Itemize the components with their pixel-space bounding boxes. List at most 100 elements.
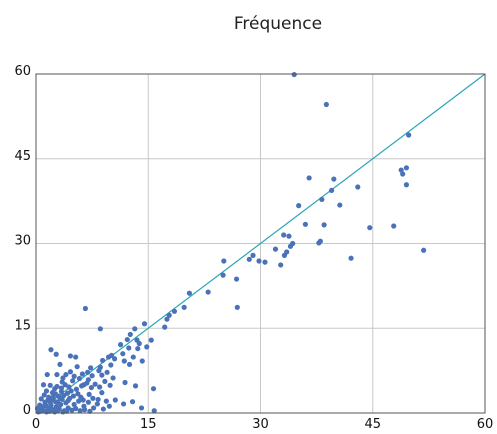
data-point [120,401,127,407]
data-point [400,171,406,177]
data-point [126,361,133,368]
data-point [79,371,85,377]
x-tick-label: 0 [32,417,40,432]
data-point [121,358,127,364]
data-point [136,340,142,347]
data-point [132,383,139,389]
data-point [85,369,91,375]
y-tick-label: 45 [14,149,31,164]
data-point [391,223,397,229]
data-point [151,408,157,414]
data-point [86,391,92,397]
data-point [104,369,110,375]
data-point [107,382,113,388]
data-point [73,405,79,412]
data-point [88,365,94,371]
data-point [57,395,63,401]
data-point [49,390,56,396]
data-point [130,354,136,360]
data-point [316,240,322,246]
data-point [328,187,335,193]
data-point [64,390,71,396]
data-point [53,351,59,357]
data-point [61,392,67,399]
data-point [88,384,94,391]
data-point [246,256,252,262]
data-point [82,407,88,413]
data-point [75,391,81,397]
data-point [100,357,106,364]
data-point [186,290,193,296]
data-point [90,395,96,401]
data-point [66,384,72,390]
data-point [117,342,124,348]
data-point [148,337,154,343]
data-point [355,184,361,190]
x-tick-label: 45 [364,417,381,432]
y-tick-label: 60 [14,64,31,79]
data-point [59,379,65,385]
data-point [319,196,325,203]
data-point [120,351,126,357]
data-point [71,401,77,408]
data-point [421,247,427,253]
data-point [82,305,88,312]
data-point [81,382,87,388]
data-point [398,167,404,173]
data-point [97,326,103,332]
data-point [141,321,148,327]
data-point [54,383,60,390]
data-point [41,392,47,398]
data-point [67,353,74,359]
data-point [205,289,211,295]
data-point [124,336,130,343]
data-point [281,252,288,258]
data-point [85,399,91,405]
data-point [287,243,294,249]
data-point [256,258,262,264]
chart-title: Fréquence [234,14,322,34]
data-point [60,375,66,381]
data-point [92,381,98,387]
data-point [89,373,95,379]
data-point [40,382,47,388]
data-point [272,246,279,252]
data-point [57,361,63,368]
data-point [76,398,82,404]
data-point [403,182,410,188]
data-point [250,252,256,258]
data-point [281,232,287,238]
data-point [73,354,79,360]
data-point [105,354,112,360]
data-point [70,393,77,399]
data-point [181,304,187,310]
data-point [68,388,74,394]
data-point [111,356,118,362]
data-point [306,175,312,181]
data-point [302,221,308,227]
data-point [99,372,105,378]
data-point [135,345,141,352]
data-point [321,222,327,228]
data-point [129,399,136,405]
data-point [406,132,412,138]
data-point [73,386,80,392]
x-tick-label: 60 [477,417,494,432]
data-point [80,397,86,403]
data-point [58,385,65,391]
data-point [100,406,106,412]
data-point [65,397,71,404]
data-point [58,401,64,408]
data-point [348,255,354,261]
data-point [164,316,170,322]
x-tick-label: 15 [140,417,157,432]
data-point [94,401,100,407]
data-point [367,225,373,231]
data-point [126,345,132,351]
plot-frame [35,73,486,414]
data-point [63,371,69,378]
data-point [96,368,102,374]
data-point [403,165,410,171]
data-point [262,259,268,265]
